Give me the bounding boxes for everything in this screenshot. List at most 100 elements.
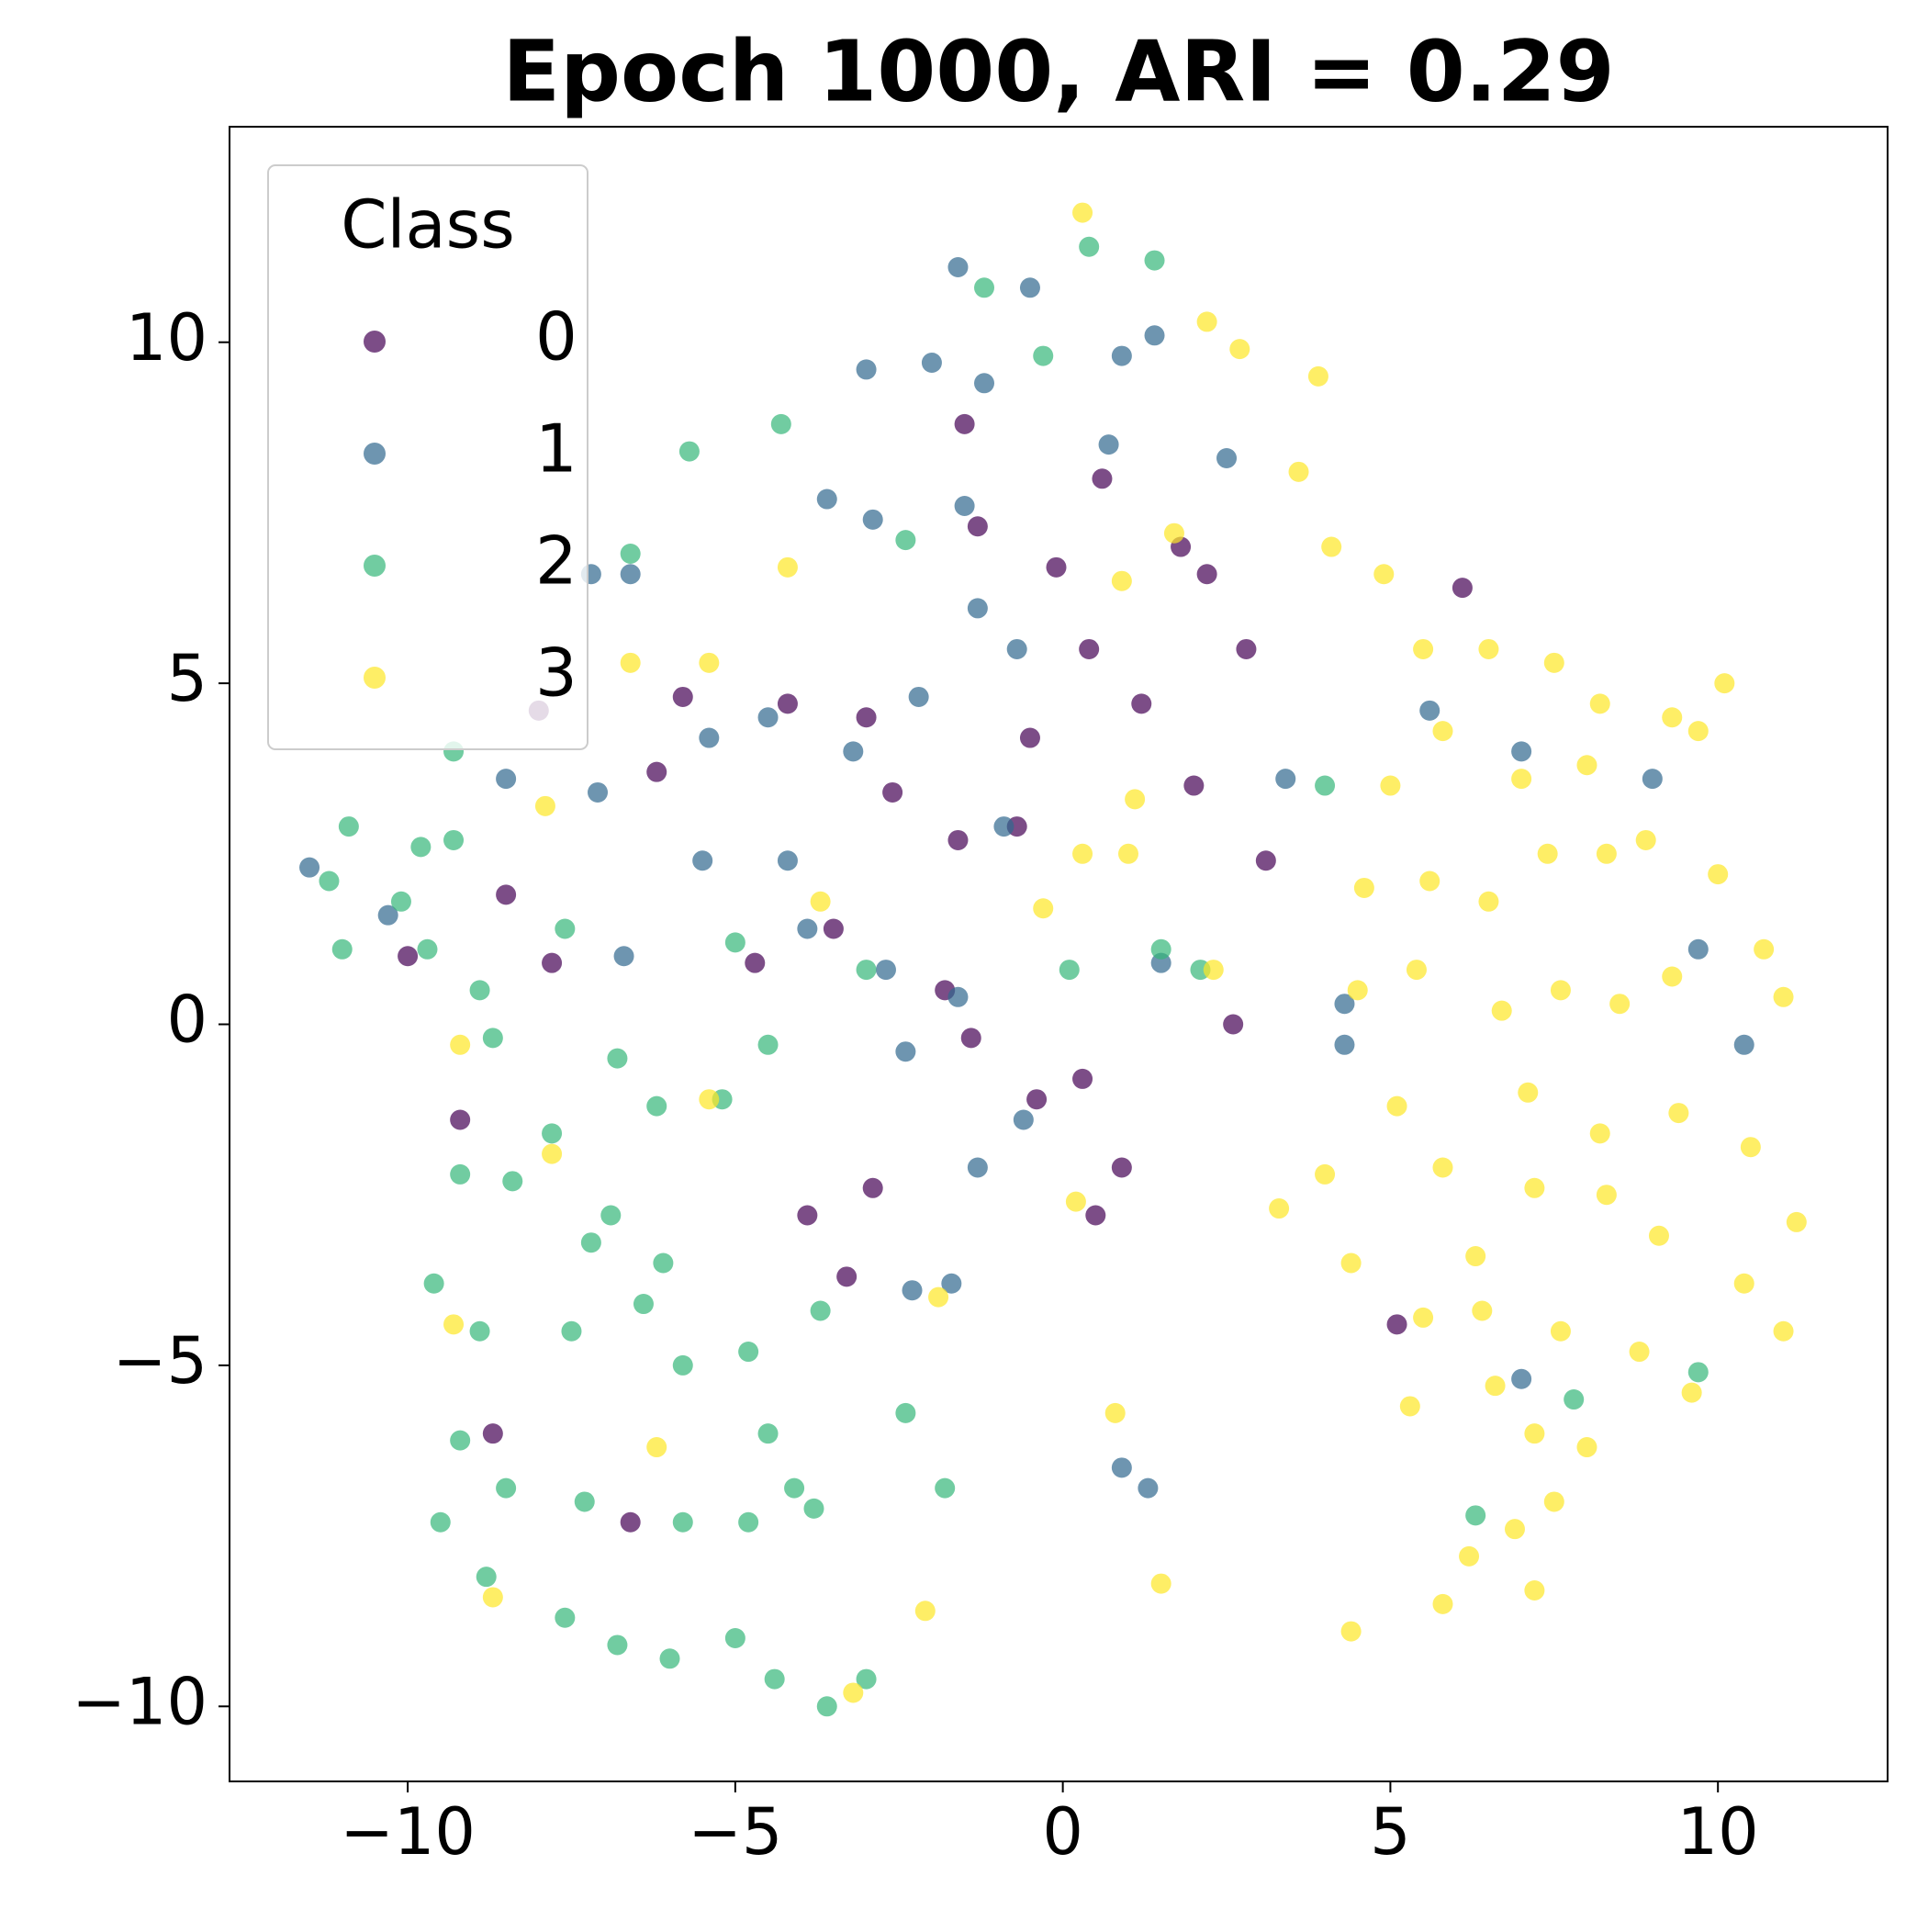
scatter-point <box>1236 638 1257 659</box>
scatter-point <box>1019 277 1040 298</box>
scatter-point <box>1111 1157 1132 1178</box>
scatter-point <box>935 1477 956 1499</box>
scatter-point <box>613 946 634 967</box>
scatter-point <box>1419 700 1440 721</box>
scatter-point <box>921 353 942 374</box>
scatter-point <box>1708 864 1729 885</box>
scatter-point <box>646 761 667 782</box>
scatter-point <box>1576 1437 1597 1458</box>
scatter-point <box>574 1491 595 1512</box>
scatter-point <box>1334 994 1355 1015</box>
scatter-point <box>1543 652 1564 673</box>
scatter-point <box>1275 769 1296 790</box>
plot-frame <box>229 126 1889 1782</box>
scatter-point <box>561 1320 582 1342</box>
scatter-point <box>338 816 359 837</box>
scatter-point <box>450 1109 471 1130</box>
scatter-point <box>1006 638 1027 659</box>
scatter-point <box>895 1041 916 1062</box>
scatter-point <box>993 816 1014 837</box>
scatter-point <box>1269 1198 1290 1219</box>
scatter-point <box>1511 769 1532 790</box>
scatter-point <box>875 960 896 981</box>
legend-marker <box>364 667 386 689</box>
scatter-point <box>319 871 340 892</box>
scatter-point <box>810 891 831 912</box>
scatter-point <box>1642 769 1663 790</box>
scatter-point <box>469 1320 490 1342</box>
scatter-point <box>1307 365 1328 387</box>
scatter-point <box>777 850 798 871</box>
legend-marker <box>364 331 386 353</box>
scatter-point <box>1059 960 1080 981</box>
scatter-point <box>1491 1000 1512 1021</box>
scatter-point <box>1079 638 1100 659</box>
scatter-point <box>1026 1089 1048 1110</box>
scatter-point <box>1564 1389 1585 1410</box>
scatter-point <box>672 1511 693 1533</box>
scatter-point <box>1740 1137 1761 1158</box>
scatter-point <box>496 884 517 905</box>
scatter-point <box>797 918 818 939</box>
scatter-point <box>810 1300 831 1321</box>
scatter-point <box>757 1423 779 1444</box>
legend-label: 0 <box>535 298 577 376</box>
scatter-point <box>1288 461 1309 482</box>
legend-label: 2 <box>535 522 577 600</box>
scatter-point <box>1465 1246 1486 1267</box>
scatter-point <box>620 564 641 585</box>
scatter-point <box>692 850 713 871</box>
scatter-point <box>1386 1314 1407 1335</box>
scatter-point <box>1668 1103 1689 1124</box>
y-tick-label: −10 <box>72 1664 207 1739</box>
scatter-point <box>1347 980 1368 1001</box>
scatter-point <box>1144 325 1165 346</box>
scatter-point <box>672 1354 693 1376</box>
scatter-point <box>1163 522 1184 544</box>
scatter-point <box>502 1171 523 1192</box>
scatter-point <box>816 489 837 510</box>
scatter-point <box>738 1511 759 1533</box>
scatter-point <box>620 652 641 673</box>
scatter-point <box>1229 339 1250 360</box>
scatter-point <box>390 891 411 912</box>
scatter-point <box>784 1477 805 1499</box>
x-tick-label: 0 <box>1042 1794 1083 1870</box>
scatter-point <box>1196 311 1217 332</box>
scatter-point <box>482 1423 503 1444</box>
scatter-point <box>1399 1396 1420 1417</box>
scatter-point <box>1648 1225 1669 1246</box>
scatter-point <box>482 1028 503 1049</box>
legend-label: 3 <box>535 635 577 712</box>
scatter-point <box>450 1163 471 1185</box>
scatter-point <box>1733 1034 1754 1055</box>
scatter-point <box>1321 536 1342 557</box>
scatter-point <box>607 1634 628 1656</box>
scatter-point <box>1072 202 1093 223</box>
scatter-point <box>1386 1095 1407 1117</box>
scatter-point <box>967 1157 988 1178</box>
scatter-point <box>974 277 995 298</box>
scatter-point <box>588 781 609 803</box>
scatter-point <box>1629 1342 1650 1363</box>
scatter-point <box>331 938 353 960</box>
scatter-point <box>1511 741 1532 762</box>
scatter-point <box>1432 1593 1453 1614</box>
scatter-point <box>738 1342 759 1363</box>
scatter-point <box>856 359 877 380</box>
scatter-point <box>947 829 969 850</box>
scatter-point <box>843 741 864 762</box>
scatter-point <box>1340 1252 1362 1274</box>
scatter-point <box>542 952 563 973</box>
legend-marker <box>364 555 386 577</box>
scatter-point <box>699 652 720 673</box>
scatter-point <box>960 1028 981 1049</box>
scatter-point <box>1589 693 1610 714</box>
scatter-point <box>1013 1109 1034 1130</box>
scatter-point <box>1550 980 1571 1001</box>
scatter-point <box>443 1314 465 1335</box>
y-tick-label: 10 <box>126 300 207 376</box>
scatter-point <box>1596 1185 1617 1206</box>
